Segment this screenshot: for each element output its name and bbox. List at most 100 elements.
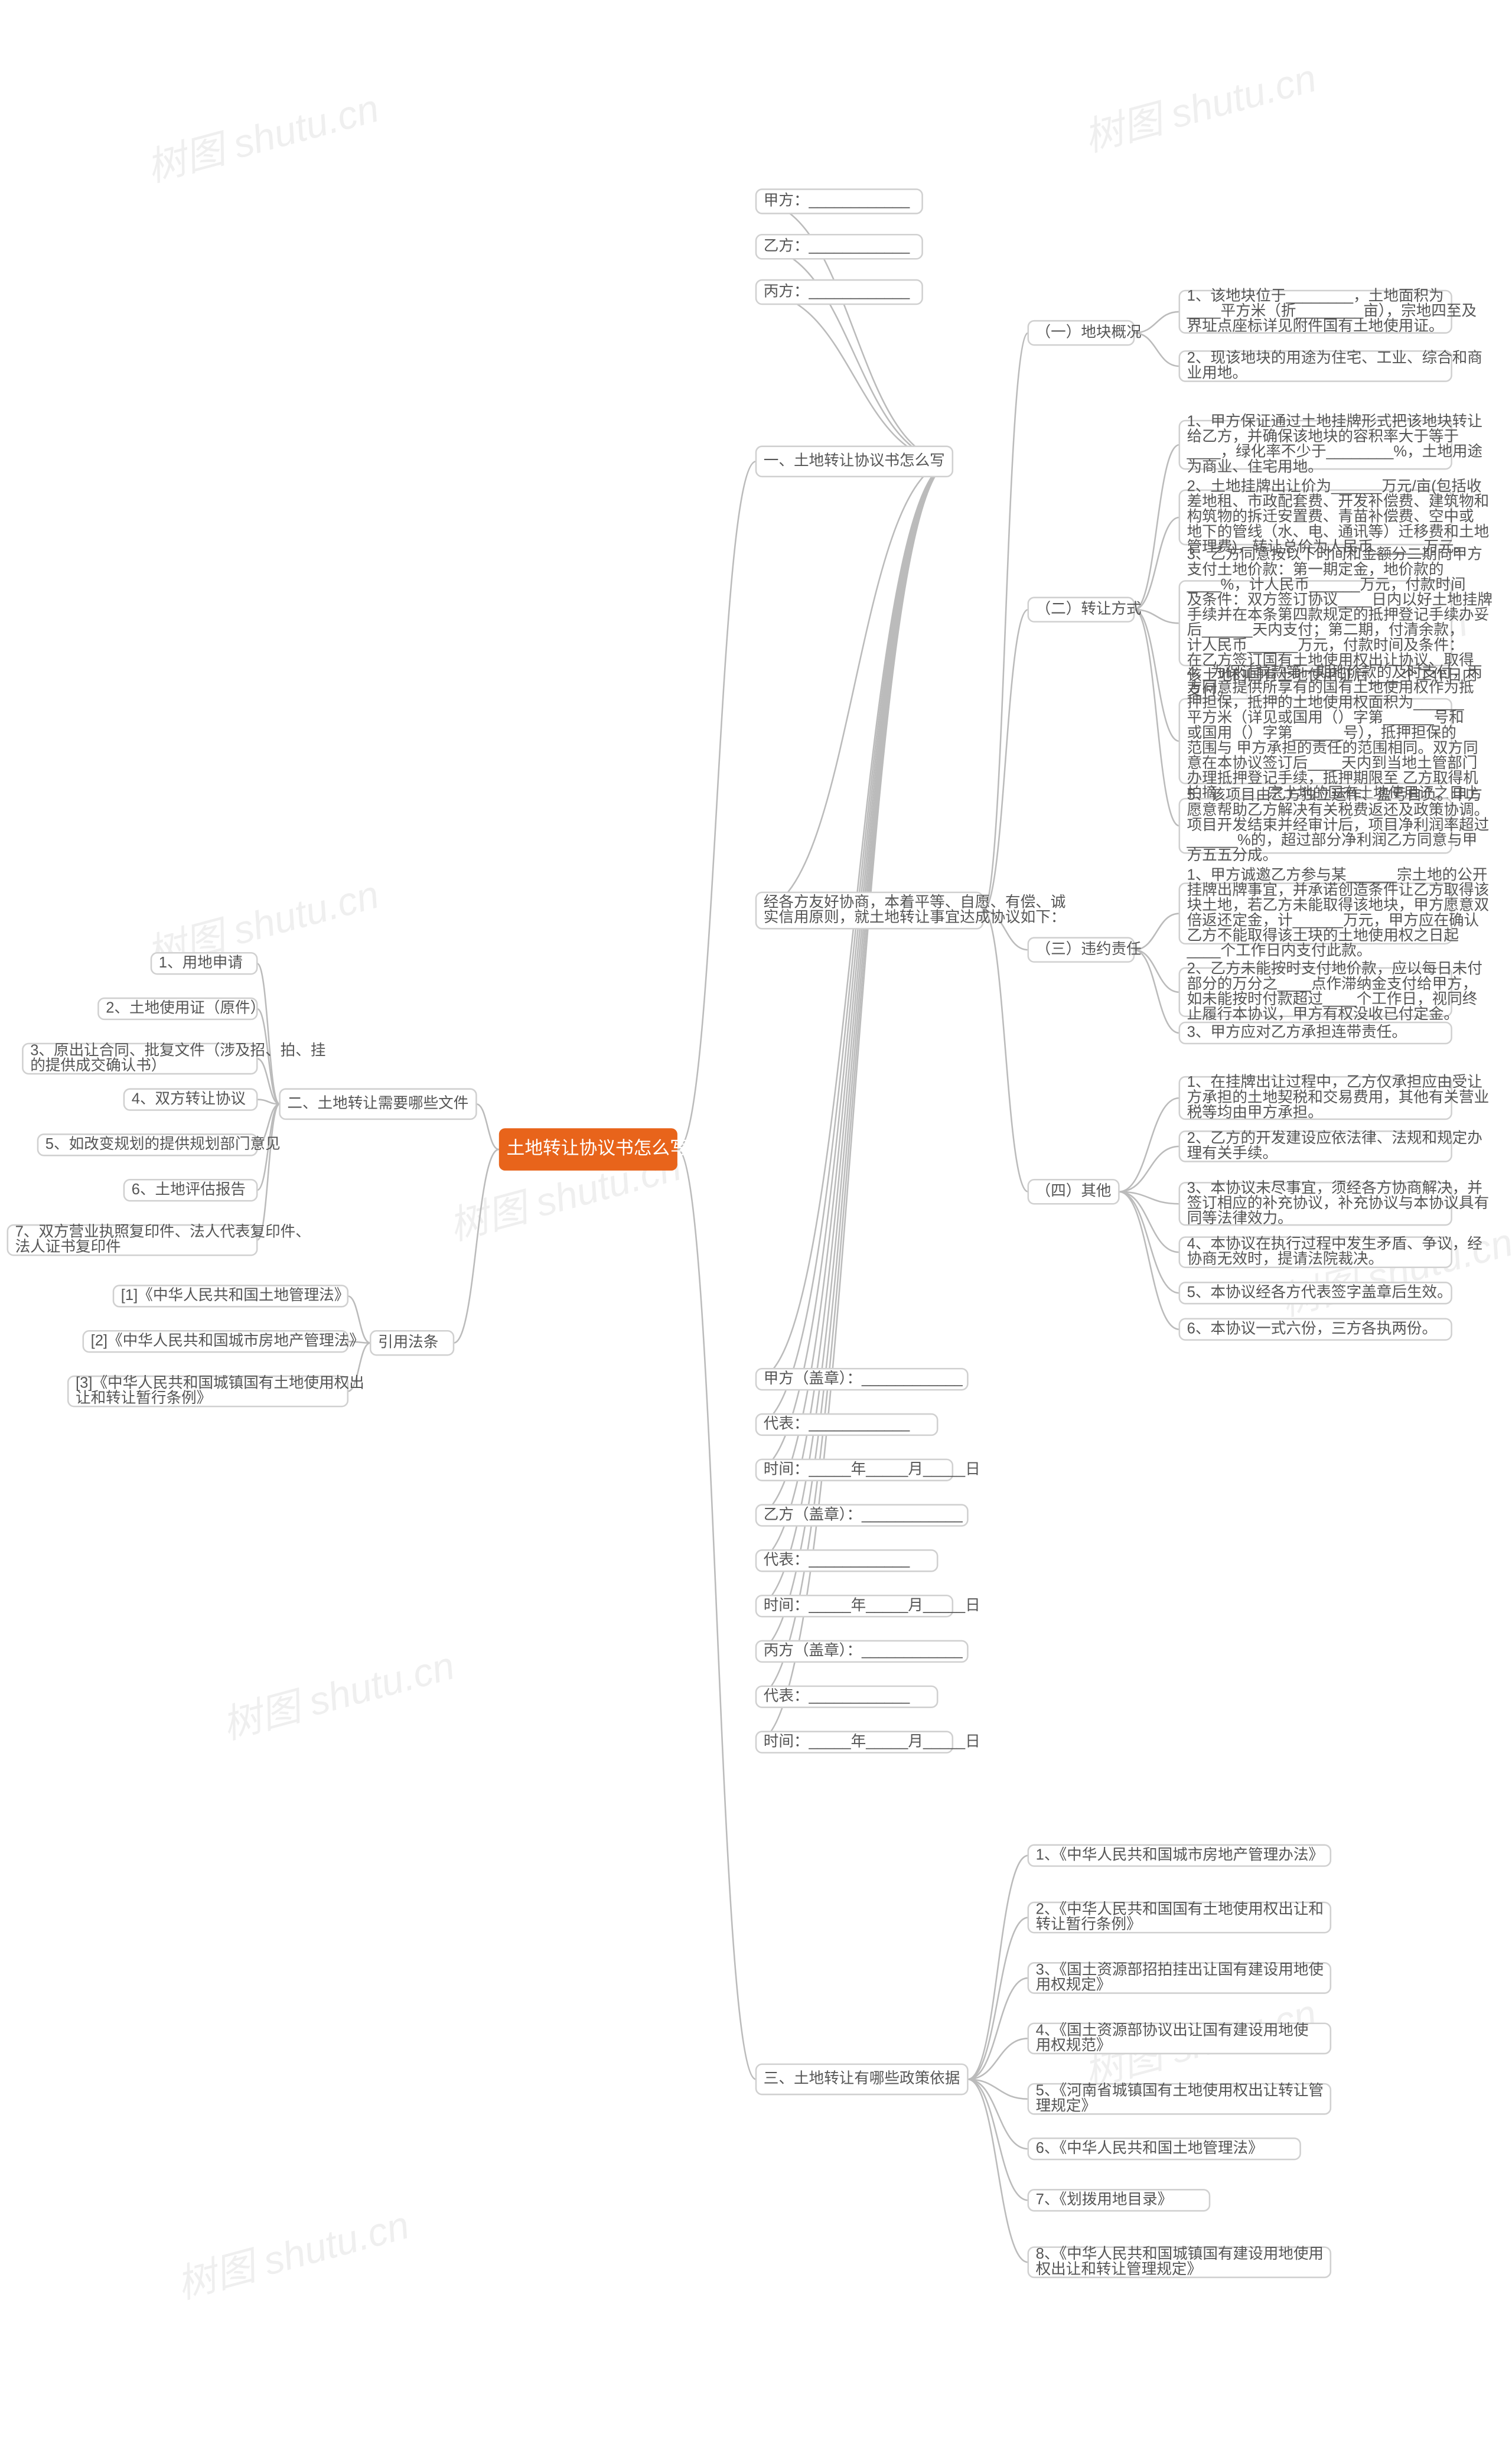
mindmap-node: [2]《中华人民共和国城市房地产管理法》: [83, 1331, 364, 1352]
mindmap-node: [1]《中华人民共和国土地管理法》: [113, 1285, 349, 1306]
mindmap-node: 时间：_____年_____月_____日: [756, 1732, 980, 1753]
node-label: 6、《中华人民共和国土地管理法》: [1036, 2139, 1263, 2156]
node-label: 代表：____________: [764, 1551, 910, 1568]
node-label: 为商业、住宅用地。: [1187, 458, 1323, 475]
node-label: 5、该项目由乙方独立运作、盈亏自负。甲方: [1187, 786, 1482, 803]
mindmap-node: 1、《中华人民共和国城市房地产管理办法》: [1028, 1845, 1331, 1866]
node-label: 法人证书复印件: [15, 1238, 121, 1255]
mindmap-node: 2、乙方的开发建设应依法律、法规和规定办理有关手续。: [1179, 1129, 1482, 1162]
node-label: 丙方：____________: [764, 282, 910, 299]
mindmap-link: [756, 461, 953, 1560]
mindmap-link: [1119, 1192, 1179, 1293]
mindmap-node: 3、原出让合同、批复文件（涉及招、拍、挂的提供成交确认书）: [22, 1041, 325, 1074]
node-label: 时间：_____年_____月_____日: [764, 1596, 980, 1614]
mindmap-link: [967, 1856, 1028, 2080]
node-label: 时间：_____年_____月_____日: [764, 1461, 980, 1478]
mindmap-node: 5、如改变规划的提供规划部门意见: [38, 1134, 281, 1155]
mindmap-link: [756, 292, 953, 462]
mindmap-node: 丙方：____________: [756, 280, 923, 304]
mindmap-node: 二、土地转让需要哪些文件: [280, 1089, 477, 1119]
node-label: 业用地。: [1187, 364, 1247, 382]
node-label: 界址点座标详见附件国有土地使用证。: [1187, 317, 1444, 334]
mindmap-link: [677, 461, 756, 1149]
node-label: 权出让和转让管理规定》: [1036, 2260, 1202, 2277]
watermark-text: 树图 shutu.cn: [218, 1644, 460, 1748]
node-label: 部分的万分之____点作滞纳金支付给甲方，: [1187, 975, 1478, 992]
node-label: 一、土地转让协议书怎么写: [764, 452, 945, 469]
mindmap-node: 三、土地转让有哪些政策依据: [756, 2064, 967, 2094]
mindmap-link: [1119, 1192, 1179, 1330]
node-label: 引用法条: [378, 1334, 438, 1351]
node-label: 或国用（）字第______号），抵押担保的: [1187, 724, 1456, 741]
node-label: 意在本协议签订后____天内到当地土管部门: [1187, 754, 1478, 771]
node-label: 办理抵押登记手续，抵押期限至 乙方取得机: [1187, 770, 1479, 787]
mindmap-node: 4、《国土资源部协议出让国有建设用地使用权规范》: [1028, 2021, 1331, 2054]
watermark-text: 树图 shutu.cn: [142, 86, 384, 190]
node-label: 给乙方，并确保该地块的容积率大于等于: [1187, 428, 1459, 445]
mindmap-link: [756, 247, 953, 462]
node-label: 手续并在本条第四款规定的抵押登记手续办妥: [1187, 606, 1490, 623]
mindmap-node: 2、土地使用证（原件）: [98, 998, 265, 1019]
node-label: 二、土地转让需要哪些文件: [287, 1094, 468, 1112]
mindmap-node: 乙方（盖章）：____________: [756, 1505, 967, 1526]
node-label: 如未能按时付款超过____个工作日，视同终: [1187, 990, 1478, 1007]
mindmap-link: [1119, 1098, 1179, 1192]
node-label: 1、甲方诚邀乙方参与某______宗土地的公开: [1187, 866, 1488, 883]
node-label: ______%的，超过部分净利润乙方同意与甲: [1187, 832, 1478, 849]
mindmap-node: 1、甲方诚邀乙方参与某______宗土地的公开挂牌出牌事宜，并承诺创造条件让乙方…: [1179, 866, 1489, 959]
mindmap-node: 一、土地转让协议书怎么写: [756, 447, 953, 477]
node-label: 同等法律效力。: [1187, 1210, 1293, 1227]
node-label: 挂牌出牌事宜，并承诺创造条件让乙方取得该: [1187, 881, 1490, 898]
mindmap-node: 1、在挂牌出让过程中，乙方仅承担应由受让方承担的土地契税和交易费用，其他有关营业…: [1179, 1073, 1489, 1120]
watermark-text: 树图 shutu.cn: [1080, 56, 1321, 160]
node-label: （一）地块概况: [1036, 323, 1142, 340]
node-label: 2、土地挂牌出让价为______万元/亩(包括收: [1187, 478, 1482, 495]
node-label: 2、《中华人民共和国国有土地使用权出让和: [1036, 1901, 1324, 1918]
mindmap-link: [677, 1149, 756, 2079]
node-label: 4、本协议在执行过程中发生矛盾、争议，经: [1187, 1235, 1482, 1252]
node-label: 2、土地使用证（原件）: [106, 999, 265, 1016]
mindmap-node: 5、该项目由乙方独立运作、盈亏自负。甲方愿意帮助乙方解决有关税费返还及政策协调。…: [1179, 786, 1489, 864]
mindmap-node: 6、《中华人民共和国土地管理法》: [1028, 2138, 1301, 2159]
mindmap-node: 4、本协议在执行过程中发生矛盾、争议，经协商无效时，提请法院裁决。: [1179, 1235, 1482, 1268]
mindmap-node: 代表：____________: [756, 1414, 937, 1435]
mindmap-node: 8、《中华人民共和国城镇国有建设用地使用权出让和转让管理规定》: [1028, 2245, 1331, 2277]
mindmap-node: 1、甲方保证通过土地挂牌形式把该地块转让给乙方，并确保该地块的容积率大于等于__…: [1179, 412, 1482, 475]
mindmap-node: （一）地块概况: [1028, 321, 1142, 345]
node-label: 3、甲方应对乙方承担连带责任。: [1187, 1024, 1407, 1041]
node-label: （二）转让方式: [1036, 600, 1142, 617]
mindmap-link: [1119, 1146, 1179, 1192]
node-label: 止履行本协议，甲方有权没收已付定金。: [1187, 1005, 1459, 1022]
node-label: ____个工作日内支付此款。: [1187, 941, 1372, 959]
mindmap-canvas: 树图 shutu.cn树图 shutu.cn树图 shutu.cn树图 shut…: [0, 0, 1512, 2447]
node-label: 1、在挂牌出让过程中，乙方仅承担应由受让: [1187, 1073, 1482, 1090]
node-label: 后______天内支付；第二期，付清余款，: [1187, 621, 1464, 638]
node-label: 2、现该地块的用途为住宅、工业、综合和商: [1187, 349, 1482, 366]
mindmap-link: [756, 461, 953, 1515]
node-label: 构筑物的拆迁安置费、青苗补偿费、空中或: [1187, 508, 1474, 525]
mindmap-link: [756, 461, 953, 1470]
mindmap-node: 7、《划拨用地目录》: [1028, 2189, 1210, 2211]
node-label: [2]《中华人民共和国城市房地产管理法》: [91, 1332, 364, 1349]
node-label: 甲方（盖章）：____________: [764, 1370, 963, 1387]
node-label: 方承担的土地契税和交易费用，其他有关营业: [1187, 1089, 1490, 1106]
mindmap-node: 代表：____________: [756, 1686, 937, 1708]
node-label: 甲方：____________: [764, 192, 910, 209]
node-label: 3、乙方同意按以下时间和金额分二期向甲方: [1187, 546, 1482, 563]
mindmap-link: [967, 1918, 1028, 2080]
node-label: 3、《国土资源部招拍挂出让国有建设用地使: [1036, 1961, 1324, 1978]
node-label: 签订相应的补充协议，补充协议与本协议具有: [1187, 1194, 1490, 1211]
node-label: 乙方：____________: [764, 237, 910, 255]
mindmap-node: 经各方友好协商，本着平等、自愿、有偿、诚实信用原则，就土地转让事宜达成协议如下：: [756, 892, 1065, 928]
node-label: 理有关手续。: [1187, 1145, 1278, 1162]
mindmap-link: [967, 2079, 1028, 2200]
node-label: 计人民币______万元，付款时间及条件：: [1187, 636, 1464, 653]
mindmap-node: 5、《河南省城镇国有土地使用权出让转让管理规定》: [1028, 2082, 1331, 2114]
node-label: 7、双方营业执照复印件、法人代表复印件、: [15, 1223, 311, 1240]
node-label: 支付土地价款：第一期定金，地价款的: [1187, 561, 1444, 578]
node-label: 1、《中华人民共和国城市房地产管理办法》: [1036, 1846, 1324, 1863]
node-label: 土地转让协议书怎么写: [507, 1138, 688, 1158]
mindmap-node: 6、本协议一式六份，三方各执两份。: [1179, 1319, 1452, 1340]
node-label: 时间：_____年_____月_____日: [764, 1732, 980, 1749]
node-label: 4、《国土资源部协议出让国有建设用地使: [1036, 2021, 1309, 2038]
